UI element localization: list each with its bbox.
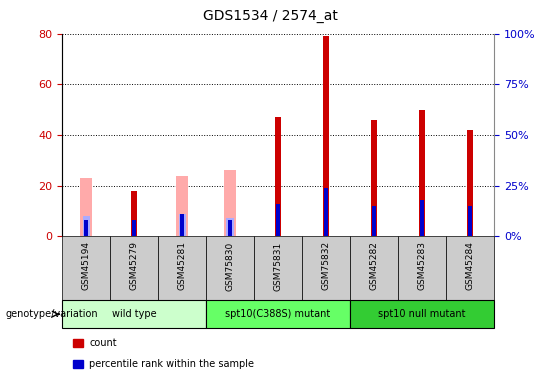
- Bar: [323, 36, 329, 236]
- Bar: [176, 176, 188, 236]
- Text: count: count: [89, 338, 117, 348]
- Bar: [372, 206, 376, 236]
- Bar: [226, 218, 234, 236]
- Bar: [206, 236, 254, 300]
- Bar: [419, 110, 425, 236]
- Text: GDS1534 / 2574_at: GDS1534 / 2574_at: [202, 9, 338, 23]
- Text: GSM45282: GSM45282: [369, 242, 379, 290]
- Bar: [62, 300, 206, 328]
- Text: wild type: wild type: [112, 309, 157, 319]
- Bar: [350, 300, 494, 328]
- Bar: [371, 120, 377, 236]
- Text: percentile rank within the sample: percentile rank within the sample: [89, 359, 254, 369]
- Bar: [276, 204, 280, 236]
- Bar: [206, 300, 350, 328]
- Text: spt10 null mutant: spt10 null mutant: [379, 309, 466, 319]
- Text: GSM45281: GSM45281: [178, 242, 187, 290]
- Bar: [62, 236, 110, 300]
- Text: spt10(C388S) mutant: spt10(C388S) mutant: [226, 309, 330, 319]
- Bar: [83, 216, 90, 236]
- Text: GSM45279: GSM45279: [130, 242, 139, 290]
- Bar: [228, 220, 232, 236]
- Bar: [446, 236, 494, 300]
- Text: GSM75830: GSM75830: [226, 242, 234, 291]
- Text: GSM75831: GSM75831: [274, 242, 282, 291]
- Bar: [350, 236, 398, 300]
- Bar: [467, 130, 473, 236]
- Text: GSM45284: GSM45284: [465, 242, 475, 290]
- Bar: [180, 214, 184, 236]
- Text: GSM75832: GSM75832: [322, 242, 330, 291]
- Bar: [110, 236, 158, 300]
- Bar: [158, 236, 206, 300]
- Bar: [468, 206, 472, 236]
- Bar: [131, 190, 137, 236]
- Text: GSM45194: GSM45194: [82, 242, 91, 290]
- Bar: [420, 200, 424, 236]
- Bar: [275, 117, 281, 236]
- Bar: [224, 170, 236, 236]
- Bar: [398, 236, 446, 300]
- Bar: [80, 178, 92, 236]
- Bar: [179, 214, 186, 236]
- Bar: [324, 188, 328, 236]
- Text: GSM45283: GSM45283: [417, 242, 427, 290]
- Bar: [84, 220, 88, 236]
- Text: genotype/variation: genotype/variation: [5, 309, 98, 319]
- Bar: [254, 236, 302, 300]
- Bar: [302, 236, 350, 300]
- Bar: [132, 220, 136, 236]
